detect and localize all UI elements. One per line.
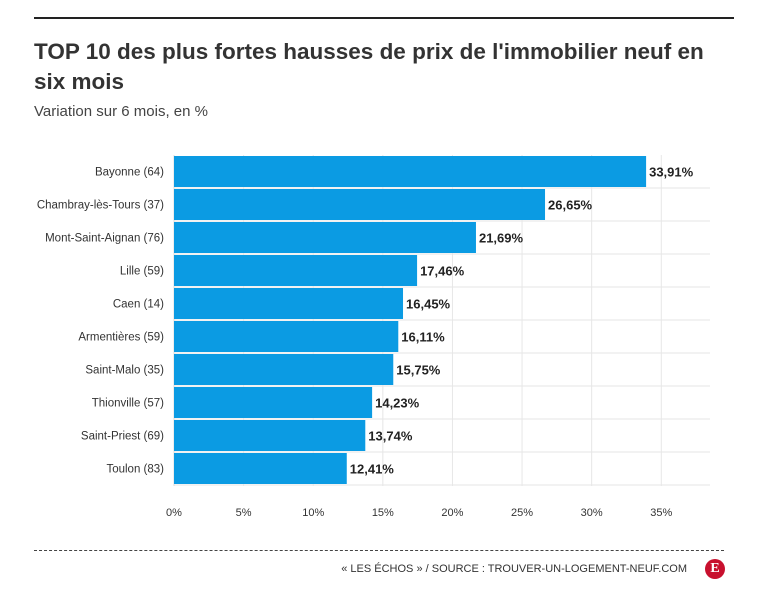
data-label: 16,45% bbox=[406, 297, 451, 312]
bar bbox=[174, 321, 399, 352]
data-label: 17,46% bbox=[420, 264, 465, 279]
category-label: Thionville (57) bbox=[92, 398, 164, 410]
bar bbox=[174, 255, 418, 286]
bar bbox=[174, 453, 347, 484]
bar bbox=[174, 189, 546, 220]
category-label: Armentières (59) bbox=[78, 332, 164, 344]
category-label: Caen (14) bbox=[113, 299, 164, 311]
category-label: Mont-Saint-Aignan (76) bbox=[45, 233, 164, 245]
bar-chart: Bayonne (64) 33,91% Chambray-lès-Tours (37… bbox=[37, 155, 710, 519]
data-label: 33,91% bbox=[649, 165, 694, 180]
data-label: 16,11% bbox=[401, 330, 445, 345]
category-label: Saint-Malo (35) bbox=[85, 365, 164, 377]
bar bbox=[174, 156, 647, 187]
data-label: 26,65% bbox=[548, 198, 593, 213]
chart-subtitle: Variation sur 6 mois, en % bbox=[34, 103, 208, 120]
x-tick-label: 10% bbox=[302, 507, 324, 519]
les-echos-logo: E bbox=[705, 559, 725, 579]
bar bbox=[174, 354, 394, 385]
top-rule bbox=[34, 17, 734, 19]
data-label: 14,23% bbox=[375, 396, 420, 411]
category-label: Toulon (83) bbox=[106, 464, 164, 476]
category-label: Saint-Priest (69) bbox=[81, 431, 164, 443]
x-tick-label: 0% bbox=[166, 507, 182, 519]
x-tick-label: 5% bbox=[236, 507, 252, 519]
bar bbox=[174, 222, 476, 253]
x-tick-label: 20% bbox=[441, 507, 463, 519]
x-tick-label: 35% bbox=[650, 507, 672, 519]
data-label: 12,41% bbox=[350, 462, 395, 477]
x-tick-label: 25% bbox=[511, 507, 533, 519]
bar bbox=[174, 420, 366, 451]
data-label: 21,69% bbox=[479, 231, 524, 246]
data-label: 15,75% bbox=[396, 363, 441, 378]
data-label: 13,74% bbox=[368, 429, 413, 444]
chart-title: TOP 10 des plus fortes hausses de prix d… bbox=[34, 39, 704, 94]
category-label: Lille (59) bbox=[120, 266, 164, 278]
source-credit: « LES ÉCHOS » / SOURCE : TROUVER-UN-LOGE… bbox=[341, 563, 687, 575]
category-label: Chambray-lès-Tours (37) bbox=[37, 200, 164, 212]
x-tick-label: 15% bbox=[372, 507, 394, 519]
category-label: Bayonne (64) bbox=[95, 167, 164, 179]
footer-divider bbox=[34, 550, 724, 551]
x-tick-label: 30% bbox=[581, 507, 603, 519]
bar bbox=[174, 288, 404, 319]
bar bbox=[174, 387, 373, 418]
